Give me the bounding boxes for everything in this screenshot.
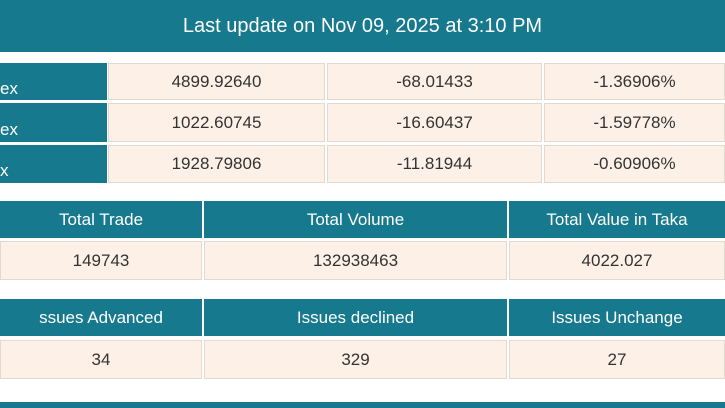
update-title: Last update on Nov 09, 2025 at 3:10 PM <box>0 0 725 52</box>
column-header: Total Value in Taka <box>509 201 725 238</box>
index-value: -0.60906% <box>544 145 725 183</box>
index-name: ex <box>0 63 107 100</box>
index-value: 1022.60745 <box>108 103 325 142</box>
index-value: 1928.79806 <box>108 145 325 183</box>
bottom-bar <box>0 402 725 408</box>
column-value: 149743 <box>0 241 202 280</box>
index-value: -1.59778% <box>544 103 725 142</box>
column-header: Issues Unchange <box>509 299 725 336</box>
column-header: Total Volume <box>204 201 507 238</box>
column-value: 329 <box>204 340 507 379</box>
column-header: ssues Advanced <box>0 299 202 336</box>
column-header: Issues declined <box>204 299 507 336</box>
index-value: -68.01433 <box>327 63 542 100</box>
column-value: 4022.027 <box>509 241 725 280</box>
index-value: 4899.92640 <box>108 63 325 100</box>
column-value: 27 <box>509 340 725 379</box>
column-value: 34 <box>0 340 202 379</box>
index-value: -1.36906% <box>544 63 725 100</box>
index-name: x <box>0 145 107 183</box>
index-value: -16.60437 <box>327 103 542 142</box>
index-value: -11.81944 <box>327 145 542 183</box>
index-name: ex <box>0 103 107 142</box>
column-header: Total Trade <box>0 201 202 238</box>
column-value: 132938463 <box>204 241 507 280</box>
